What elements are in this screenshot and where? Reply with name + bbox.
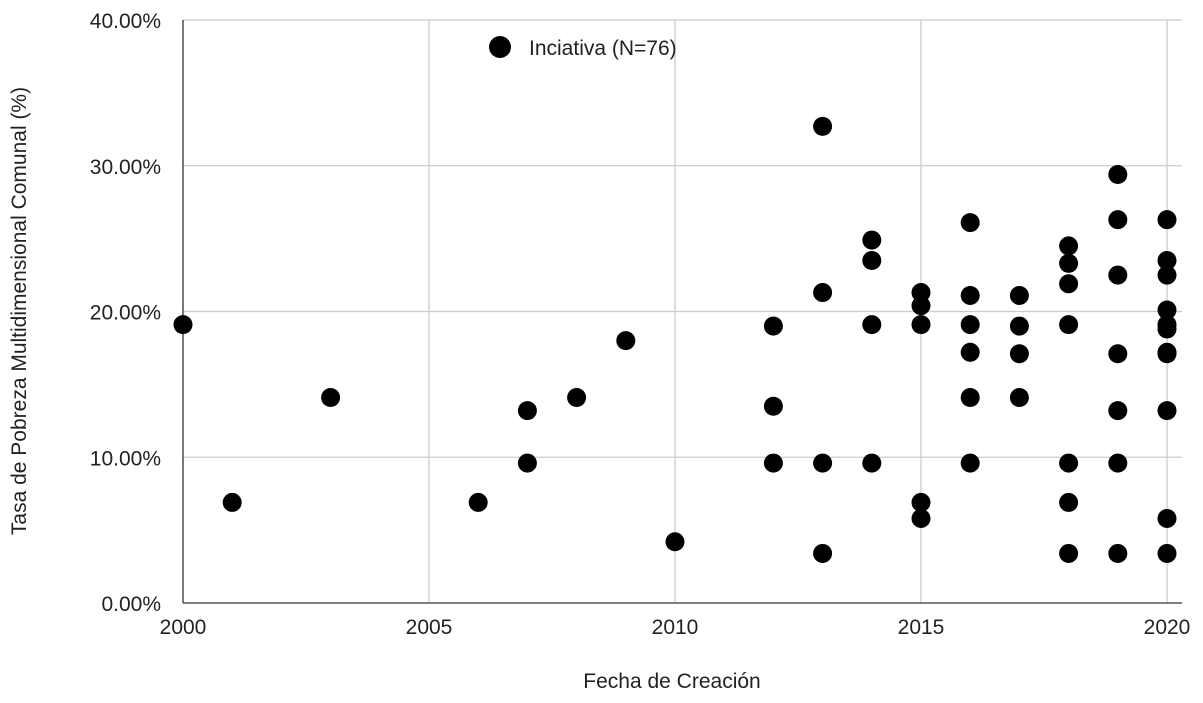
data-point	[763, 396, 783, 416]
data-point	[1059, 315, 1079, 335]
data-point	[468, 492, 488, 512]
x-tick-label: 2010	[652, 616, 699, 639]
data-point	[911, 508, 931, 528]
data-points	[173, 116, 1177, 563]
data-point	[813, 543, 833, 563]
data-point	[1059, 274, 1079, 294]
data-point	[1108, 543, 1128, 563]
tick-labels: 0.00% 10.00% 20.00% 30.00% 40.00% 2000 2005 201…	[90, 10, 1191, 639]
data-point	[813, 283, 833, 303]
data-point	[862, 250, 882, 270]
data-point	[1009, 285, 1029, 305]
data-point	[1108, 265, 1128, 285]
data-point	[813, 453, 833, 473]
data-point	[517, 401, 537, 421]
data-point	[1059, 492, 1079, 512]
grid-lines	[183, 19, 1182, 603]
y-tick-label: 30.00%	[90, 156, 161, 179]
x-tick-label: 2000	[160, 616, 207, 639]
data-point	[567, 387, 587, 407]
data-point	[665, 532, 685, 552]
data-point	[173, 315, 193, 335]
data-point	[1157, 300, 1177, 320]
y-tick-label: 20.00%	[90, 302, 161, 325]
data-point	[862, 315, 882, 335]
data-point	[1157, 508, 1177, 528]
data-point	[911, 315, 931, 335]
legend-marker	[489, 36, 511, 58]
data-point	[960, 315, 980, 335]
data-point	[911, 283, 931, 303]
data-point	[911, 492, 931, 512]
data-point	[1108, 164, 1128, 184]
data-point	[1059, 253, 1079, 273]
y-axis-title: Tasa de Pobreza Multidimensional Comunal…	[8, 87, 31, 535]
legend-label: Inciativa (N=76)	[529, 37, 677, 60]
data-point	[1108, 453, 1128, 473]
data-point	[1059, 236, 1079, 256]
data-point	[862, 453, 882, 473]
data-point	[1108, 210, 1128, 230]
data-point	[1157, 344, 1177, 364]
data-point	[321, 387, 341, 407]
data-point	[1157, 250, 1177, 270]
data-point	[763, 316, 783, 336]
x-tick-label: 2020	[1144, 616, 1191, 639]
data-point	[813, 116, 833, 136]
data-point	[960, 342, 980, 362]
y-tick-label: 40.00%	[90, 10, 161, 33]
data-point	[1108, 401, 1128, 421]
data-point	[911, 296, 931, 316]
data-point	[1157, 319, 1177, 339]
data-point	[1108, 344, 1128, 364]
data-point	[960, 387, 980, 407]
y-tick-label: 10.00%	[90, 447, 161, 470]
data-point	[1009, 387, 1029, 407]
data-point	[1157, 543, 1177, 563]
data-point	[960, 453, 980, 473]
data-point	[1059, 453, 1079, 473]
data-point	[1009, 316, 1029, 336]
legend: Inciativa (N=76)	[489, 36, 677, 60]
x-axis-title: Fecha de Creación	[583, 670, 760, 693]
data-point	[1157, 401, 1177, 421]
data-point	[960, 213, 980, 233]
data-point	[763, 453, 783, 473]
x-tick-label: 2005	[406, 616, 453, 639]
data-point	[616, 331, 636, 351]
data-point	[1059, 543, 1079, 563]
data-point	[1009, 344, 1029, 364]
data-point	[960, 285, 980, 305]
data-point	[862, 230, 882, 250]
y-tick-label: 0.00%	[101, 593, 161, 616]
data-point	[1157, 210, 1177, 230]
x-tick-label: 2015	[898, 616, 945, 639]
axes	[182, 20, 1182, 604]
data-point	[1157, 265, 1177, 285]
data-point	[222, 492, 242, 512]
data-point	[517, 453, 537, 473]
